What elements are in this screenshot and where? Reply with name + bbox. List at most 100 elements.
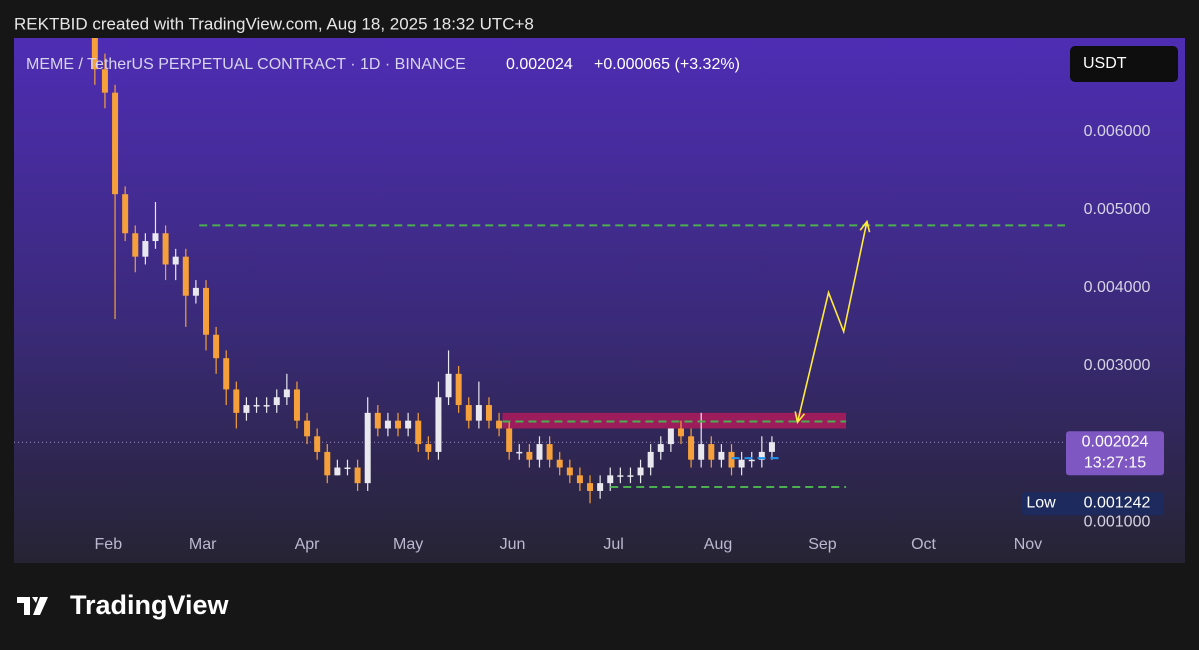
candle-body [344, 467, 351, 470]
candle-body [677, 428, 684, 437]
candle-body [667, 428, 674, 445]
candle-body [617, 475, 624, 477]
x-tick-label: Oct [911, 536, 936, 553]
candle-body [283, 389, 290, 398]
candle-body [647, 451, 654, 468]
candle-body [637, 467, 644, 476]
candle-body [122, 194, 129, 234]
candle-body [192, 287, 199, 296]
symbol: MEME / TetherUS PERPETUAL CONTRACT · 1D … [26, 56, 466, 73]
projection-path [796, 221, 868, 423]
logo-text: TradingView [70, 590, 230, 620]
plot [14, 38, 1065, 504]
candle-body [698, 444, 705, 460]
candle-body [688, 436, 695, 460]
logo-mark [17, 597, 48, 615]
candle-body [516, 451, 523, 454]
candle-body [597, 483, 604, 491]
candle-body [384, 420, 391, 429]
candle-body [203, 287, 210, 335]
candle-body [445, 373, 452, 398]
candle-body [536, 444, 543, 460]
x-tick-label: May [393, 536, 423, 553]
candle-body [465, 405, 472, 421]
candle-body [243, 405, 250, 413]
candle-body [748, 459, 755, 462]
candle-body [526, 451, 533, 460]
candle-body [374, 412, 381, 429]
candle-body [758, 451, 765, 460]
x-tick-label: Aug [704, 536, 732, 553]
candle-body [768, 442, 775, 452]
candle-body [293, 389, 300, 421]
x-tick-label: Jul [603, 536, 623, 553]
x-tick-label: Sep [808, 536, 837, 553]
candle-body [556, 459, 563, 468]
candle-body [496, 420, 503, 429]
candle-body [223, 358, 230, 390]
x-tick-label: Mar [189, 536, 217, 553]
x-tick-label: Apr [295, 536, 321, 553]
y-tick-label: 0.001000 [1084, 513, 1151, 530]
x-tick-label: Jun [500, 536, 526, 553]
currency[interactable]: USDT [1083, 55, 1127, 72]
candle-body [546, 444, 553, 460]
candle-body [627, 475, 634, 477]
header: REKTBID created with TradingView.com, Au… [14, 14, 534, 33]
change: +0.000065 (+3.32%) [594, 56, 740, 73]
currency-button[interactable] [1070, 46, 1178, 82]
candle-body [101, 69, 108, 93]
candle-body [708, 444, 715, 460]
candle-body [354, 467, 361, 484]
candle-body [233, 389, 240, 413]
x-tick-label: Nov [1014, 536, 1042, 553]
candle-body [435, 397, 442, 452]
candle-body [415, 420, 422, 445]
candle-body [263, 405, 270, 407]
candle-body [172, 256, 179, 265]
candle-body [405, 420, 412, 429]
candle-body [253, 405, 260, 407]
candle-body [182, 256, 189, 296]
y-tick-label: 0.003000 [1084, 357, 1151, 374]
candle-body [576, 475, 583, 484]
candle-body [718, 451, 725, 460]
last-price-label: 0.002024 [1082, 433, 1149, 450]
candle-body [213, 334, 220, 359]
chart-bg [14, 38, 1185, 563]
countdown: 13:27:15 [1084, 454, 1146, 471]
candle-body [142, 241, 149, 257]
candle-body [334, 467, 341, 476]
candle-body [112, 92, 119, 195]
candle-body [657, 444, 664, 452]
y-tick-label: 0.005000 [1084, 201, 1151, 218]
candle-body [91, 38, 98, 70]
low-value: 0.001242 [1084, 495, 1151, 512]
candle-body [728, 451, 735, 468]
candle-body [455, 373, 462, 406]
candle-body [395, 420, 402, 429]
low-label: Low [1026, 495, 1056, 512]
candle-body [506, 428, 513, 452]
candle-body [152, 233, 159, 242]
y-tick-label: 0.004000 [1084, 279, 1151, 296]
arrow-head [859, 219, 871, 233]
candle-body [273, 397, 280, 406]
last-price-box [1066, 431, 1164, 476]
overlay: MEME / TetherUS PERPETUAL CONTRACT · 1D … [26, 46, 1178, 82]
candle-body [485, 405, 492, 421]
candle-body [738, 459, 745, 468]
x-tick-label: Feb [95, 536, 123, 553]
candle-body [162, 233, 169, 265]
candle-body [475, 405, 482, 421]
candle-body [314, 436, 321, 452]
arrow-head [794, 411, 806, 425]
logo: TradingView [17, 590, 230, 620]
candle-body [425, 444, 432, 452]
candle-body [566, 467, 573, 476]
candle-body [607, 475, 614, 484]
candle-body [304, 420, 311, 437]
candle-body [587, 483, 594, 491]
last-price: 0.002024 [506, 56, 573, 73]
